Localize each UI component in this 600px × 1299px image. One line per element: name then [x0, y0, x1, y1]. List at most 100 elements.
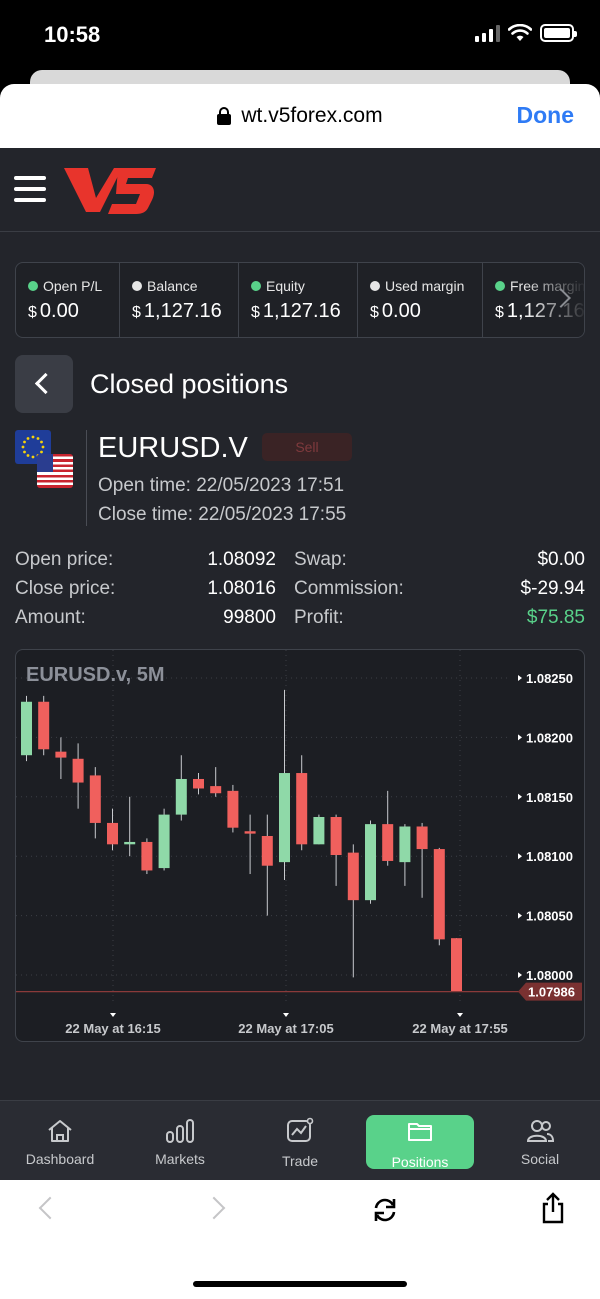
- candle-body: [89, 775, 101, 823]
- url-display[interactable]: wt.v5forex.com: [0, 104, 600, 128]
- candle-body: [227, 790, 239, 828]
- y-tick-label: 1.08100: [526, 849, 573, 864]
- commission-label: Commission:: [294, 578, 404, 599]
- status-dot-icon: [370, 281, 380, 291]
- stat-label: Equity: [266, 278, 305, 294]
- candle-body: [72, 758, 84, 783]
- y-tick-label: 1.08050: [526, 909, 573, 924]
- stat-used-margin: Used margin $0.00: [358, 263, 483, 337]
- cellular-signal-icon: [475, 24, 500, 42]
- menu-icon[interactable]: [14, 176, 46, 202]
- browser-address-bar: wt.v5forex.com Done: [0, 84, 600, 148]
- v5-logo[interactable]: [62, 162, 158, 218]
- open-price-label: Open price:: [15, 549, 114, 570]
- tab-markets[interactable]: Markets: [120, 1101, 240, 1181]
- candle-body: [261, 836, 273, 866]
- stat-label: Open P/L: [43, 278, 103, 294]
- candle-body: [433, 849, 445, 940]
- candle-body: [296, 773, 308, 845]
- candle-body: [55, 751, 67, 758]
- candlestick-chart-svg[interactable]: 1.08250 1.08200 1.08150 1.08100 1.08050 1.080…: [16, 650, 585, 1042]
- stat-label: Balance: [147, 278, 198, 294]
- stat-value: 0.00: [381, 300, 421, 322]
- candle-body: [416, 826, 428, 850]
- commission-value: $-29.94: [520, 578, 585, 599]
- share-icon[interactable]: [540, 1192, 566, 1224]
- back-button[interactable]: [15, 355, 73, 413]
- tab-trade[interactable]: Trade: [240, 1101, 360, 1181]
- page-title: Closed positions: [90, 369, 289, 399]
- bottom-tab-bar: Dashboard Markets Trade Positions: [0, 1100, 600, 1180]
- wifi-icon: [508, 24, 532, 41]
- status-dot-icon: [132, 281, 142, 291]
- candle-body: [347, 852, 359, 901]
- open-time: Open time: 22/05/2023 17:51: [98, 475, 345, 496]
- bar-chart-icon: [166, 1119, 194, 1143]
- last-price-tag: [518, 982, 582, 1001]
- chevron-left-icon: [34, 372, 57, 395]
- tab-label: Markets: [155, 1151, 205, 1167]
- candle-body: [451, 938, 462, 992]
- stat-label: Used margin: [385, 278, 465, 294]
- stats-fade-overlay: [524, 263, 584, 337]
- y-tick-label: 1.08000: [526, 968, 573, 983]
- candle-body: [21, 701, 32, 756]
- active-tab-indicator: [366, 1115, 474, 1169]
- tick-marker-icon: [110, 1013, 116, 1017]
- tick-marker-icon: [518, 972, 522, 978]
- position-symbol: EURUSD.V: [98, 432, 248, 464]
- forward-arrow-icon[interactable]: [202, 1196, 226, 1220]
- tab-label: Positions: [391, 1154, 449, 1170]
- status-bar: 10:58: [0, 0, 600, 70]
- battery-icon: [540, 24, 577, 42]
- status-dot-icon: [251, 281, 261, 291]
- amount-value: 99800: [223, 607, 276, 628]
- tick-marker-icon: [457, 1013, 463, 1017]
- y-tick-label: 1.08250: [526, 671, 573, 686]
- candle-body: [141, 841, 153, 871]
- candle-body: [313, 816, 325, 845]
- tab-positions[interactable]: Positions: [360, 1101, 480, 1181]
- us-flag-icon: [37, 454, 73, 488]
- back-arrow-icon[interactable]: [38, 1196, 62, 1220]
- account-stats-bar[interactable]: Open P/L $0.00 Balance $1,127.16 Equity …: [15, 262, 585, 338]
- candle-body: [193, 778, 204, 789]
- stat-value: 0.00: [39, 300, 79, 322]
- tab-social[interactable]: Social: [480, 1101, 600, 1181]
- x-tick-label: 22 May at 16:15: [65, 1021, 160, 1036]
- folder-icon: [408, 1123, 432, 1141]
- open-price-value: 1.08092: [207, 549, 276, 570]
- candle-body: [382, 824, 394, 861]
- app-header: [0, 148, 600, 232]
- candle-body: [244, 831, 256, 834]
- price-chart[interactable]: 1.08250 1.08200 1.08150 1.08100 1.08050 1.080…: [15, 649, 585, 1042]
- reload-icon[interactable]: [370, 1196, 400, 1224]
- candle-body: [124, 841, 136, 845]
- currency-pair-flags: [15, 430, 75, 490]
- tab-label: Trade: [281, 1153, 319, 1169]
- candle-body: [158, 814, 170, 869]
- stat-value: 1,127.16: [262, 300, 341, 322]
- side-badge: Sell: [262, 433, 352, 461]
- y-tick-label: 1.08200: [526, 730, 573, 745]
- status-dot-icon: [28, 281, 38, 291]
- y-tick-label: 1.08150: [526, 790, 573, 805]
- tick-marker-icon: [518, 853, 522, 860]
- users-icon: [526, 1120, 555, 1142]
- stat-value: 1,127.16: [143, 300, 222, 322]
- chart-title: EURUSD.v, 5M: [26, 664, 165, 686]
- tick-marker-icon: [518, 675, 522, 681]
- tick-marker-icon: [518, 793, 522, 800]
- tab-dashboard[interactable]: Dashboard: [0, 1101, 120, 1181]
- stat-balance: Balance $1,127.16: [120, 263, 239, 337]
- stat-equity: Equity $1,127.16: [239, 263, 358, 337]
- stat-currency: $: [495, 304, 504, 321]
- stat-currency: $: [251, 304, 260, 321]
- x-tick-label: 22 May at 17:05: [238, 1021, 333, 1036]
- swap-value: $0.00: [537, 549, 585, 570]
- close-time: Close time: 22/05/2023 17:55: [98, 504, 347, 525]
- trade-chart-icon: [287, 1117, 314, 1142]
- status-icons: [475, 24, 577, 42]
- candle-body: [279, 773, 290, 863]
- done-button[interactable]: Done: [516, 102, 575, 128]
